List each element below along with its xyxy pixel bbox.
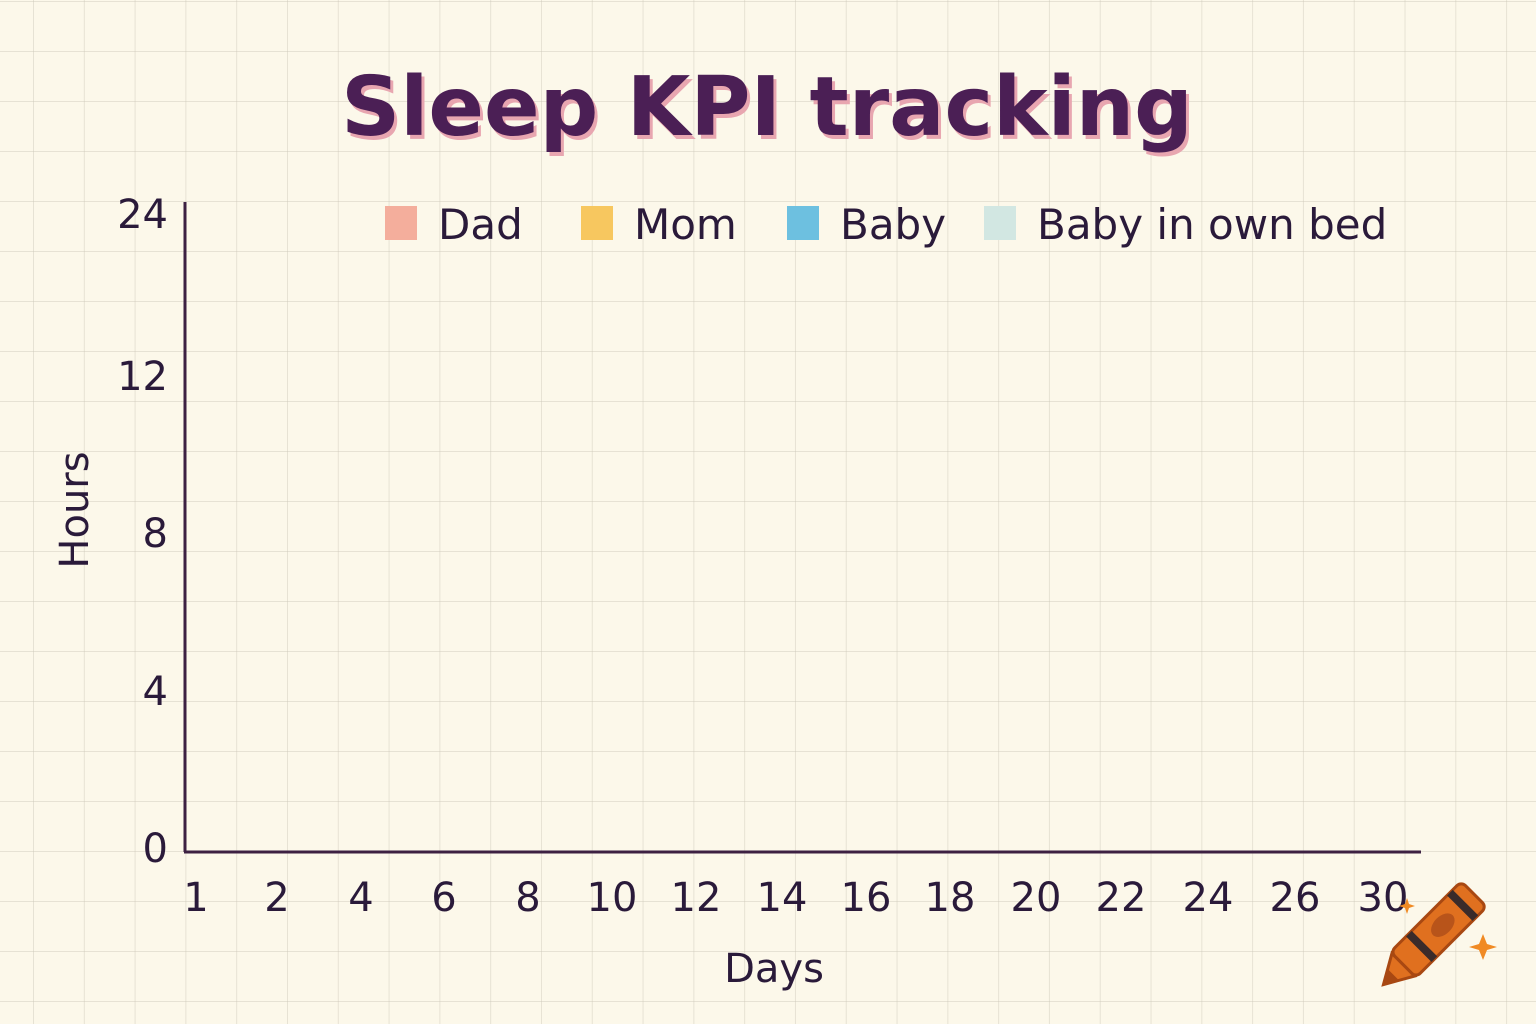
legend-swatch bbox=[787, 206, 819, 240]
y-tick-labels: 0 4 8 12 24 bbox=[117, 192, 168, 872]
x-tick-label: 4 bbox=[348, 875, 373, 921]
legend-label: Dad bbox=[438, 200, 523, 249]
legend-swatch bbox=[581, 206, 613, 240]
legend-swatch bbox=[984, 206, 1016, 240]
y-tick-label: 8 bbox=[143, 511, 168, 557]
crayon-icon bbox=[1381, 882, 1486, 987]
x-tick-label: 26 bbox=[1270, 875, 1321, 921]
y-axis-label: Hours bbox=[52, 451, 98, 568]
x-tick-label: 30 bbox=[1358, 875, 1409, 921]
x-tick-label: 12 bbox=[671, 875, 722, 921]
x-tick-labels: 1 2 4 6 8 10 12 14 16 18 20 22 24 26 30 bbox=[183, 875, 1408, 921]
x-tick-label: 6 bbox=[431, 875, 456, 921]
x-tick-label: 1 bbox=[183, 875, 208, 921]
sparkle-icon bbox=[1399, 898, 1415, 914]
chart-title: Sleep KPI tracking bbox=[341, 60, 1193, 155]
x-tick-label: 22 bbox=[1096, 875, 1147, 921]
x-tick-label: 14 bbox=[757, 875, 808, 921]
y-tick-label: 0 bbox=[143, 826, 168, 872]
legend-swatch bbox=[385, 206, 417, 240]
x-tick-label: 8 bbox=[515, 875, 540, 921]
y-tick-label: 4 bbox=[143, 669, 168, 715]
legend-label: Baby in own bed bbox=[1037, 200, 1387, 249]
x-axis-label: Days bbox=[724, 946, 824, 992]
x-tick-label: 18 bbox=[925, 875, 976, 921]
legend-label: Baby bbox=[840, 200, 946, 249]
sparkle-icon bbox=[1469, 934, 1497, 960]
y-tick-label: 24 bbox=[117, 192, 168, 238]
x-tick-label: 16 bbox=[841, 875, 892, 921]
x-tick-label: 24 bbox=[1183, 875, 1234, 921]
x-tick-label: 2 bbox=[264, 875, 289, 921]
legend: Dad Mom Baby Baby in own bed bbox=[385, 200, 1387, 249]
y-tick-label: 12 bbox=[117, 354, 168, 400]
x-tick-label: 10 bbox=[587, 875, 638, 921]
chart-title-shadow: Sleep KPI tracking bbox=[344, 64, 1196, 159]
legend-label: Mom bbox=[634, 200, 737, 249]
x-tick-label: 20 bbox=[1011, 875, 1062, 921]
